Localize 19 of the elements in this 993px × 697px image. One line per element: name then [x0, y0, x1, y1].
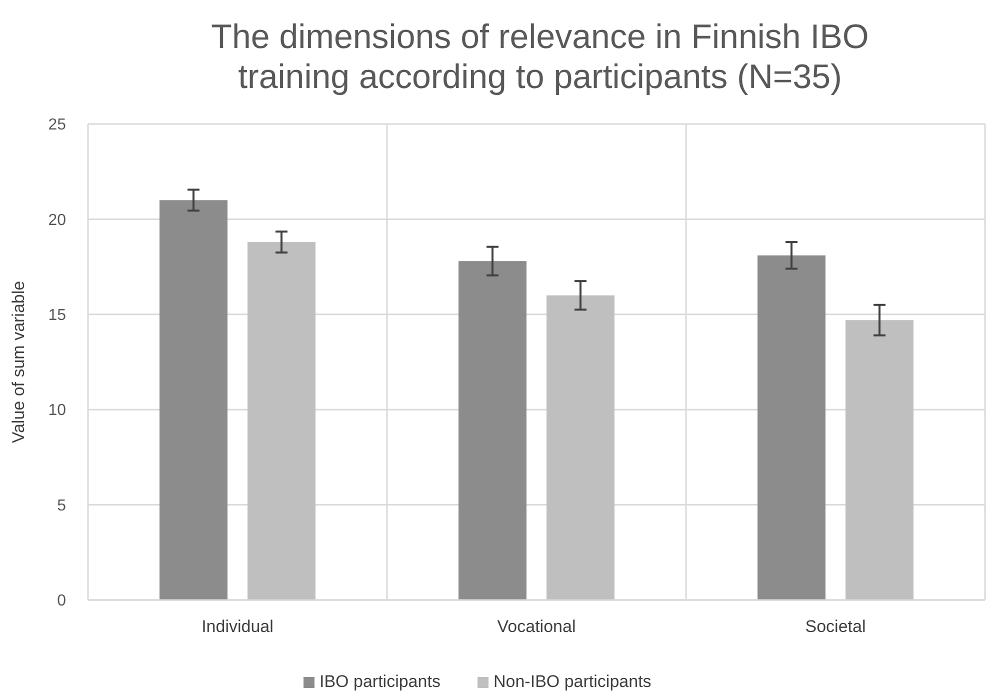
bar: [458, 261, 526, 600]
x-tick-label: Individual: [202, 617, 274, 636]
y-tick-label: 20: [48, 212, 66, 229]
chart-title: The dimensions of relevance in Finnish IBO training according to participants (N=35): [211, 18, 869, 96]
legend-label: IBO participants: [320, 672, 440, 691]
legend-label: Non-IBO participants: [494, 672, 652, 691]
y-tick-label: 15: [48, 307, 66, 324]
bar: [546, 295, 614, 600]
bar: [846, 320, 914, 600]
y-tick-label: 5: [57, 497, 66, 514]
y-tick-label: 25: [48, 116, 66, 134]
y-tick-label: 0: [57, 592, 66, 610]
bar: [758, 255, 826, 600]
y-tick-label: 10: [48, 402, 66, 420]
x-tick-label: Vocational: [497, 617, 576, 636]
x-tick-label: Societal: [805, 617, 866, 636]
bar: [248, 242, 316, 600]
bar: [160, 200, 228, 600]
y-axis-title: Value of sum variable: [9, 280, 28, 444]
